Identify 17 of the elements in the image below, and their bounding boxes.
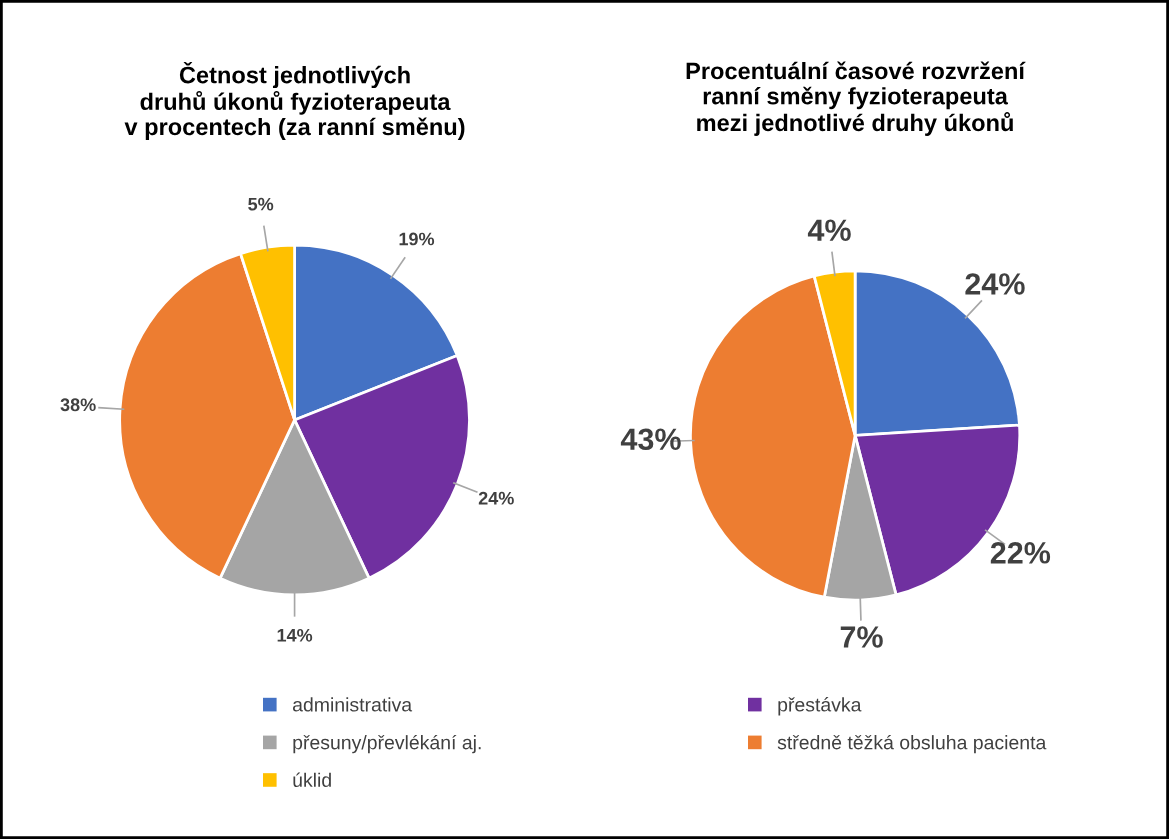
data-label: 38%	[60, 398, 96, 412]
legend-label: středně těžká obsluha pacienta	[777, 734, 1047, 754]
data-label: 19%	[399, 232, 435, 246]
legend-label: přesuny/převlékání aj.	[293, 734, 481, 754]
data-label: 7%	[840, 626, 883, 648]
data-label: 4%	[807, 219, 851, 241]
data-label: 5%	[248, 197, 274, 211]
data-label: 24%	[478, 491, 514, 505]
data-label: 22%	[990, 542, 1051, 564]
data-label: 24%	[965, 273, 1025, 295]
chart-title: Četnost jednotlivých druhů úkonů fyzioterapeuta v procentech (za ranní směnu)	[124, 62, 465, 140]
legend-label: přestávka	[778, 697, 862, 716]
legend-label: administrativa	[292, 697, 413, 712]
data-label: 14%	[277, 628, 313, 642]
legend-label: úklid	[293, 772, 331, 787]
data-label: 43%	[620, 428, 681, 451]
chart-title: Procentuální časové rozvržení ranní směny fyzioterapeuta mezi jednotlivé druhy úkonů	[686, 61, 1026, 136]
